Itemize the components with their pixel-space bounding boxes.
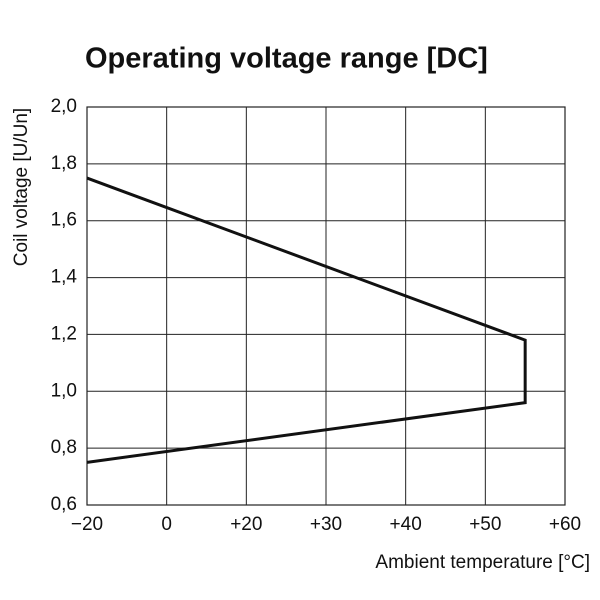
x-tick-label: +60: [549, 514, 581, 535]
plot-frame: [86, 106, 566, 506]
data-line: [86, 176, 527, 464]
chart-title: Operating voltage range [DC]: [85, 43, 488, 75]
y-tick-label: 1,2: [51, 323, 77, 344]
x-tick-label: +30: [310, 514, 342, 535]
y-axis-label: Coil voltage [U/Un]: [11, 108, 32, 266]
x-tick-label: 0: [161, 514, 172, 535]
y-tick-label: 0,8: [51, 437, 77, 458]
x-tick-label: +40: [390, 514, 422, 535]
y-tick-label: 2,0: [51, 96, 77, 117]
x-tick-label: −20: [71, 514, 103, 535]
y-tick-label: 1,0: [51, 380, 77, 401]
y-tick-label: 0,6: [51, 494, 77, 515]
x-axis-label: Ambient temperature [°C]: [375, 552, 590, 573]
x-tick-label: +20: [230, 514, 262, 535]
y-tick-label: 1,8: [51, 153, 77, 174]
x-tick-label: +50: [469, 514, 501, 535]
y-tick-label: 1,4: [51, 267, 78, 288]
y-tick-label: 1,6: [51, 210, 77, 231]
